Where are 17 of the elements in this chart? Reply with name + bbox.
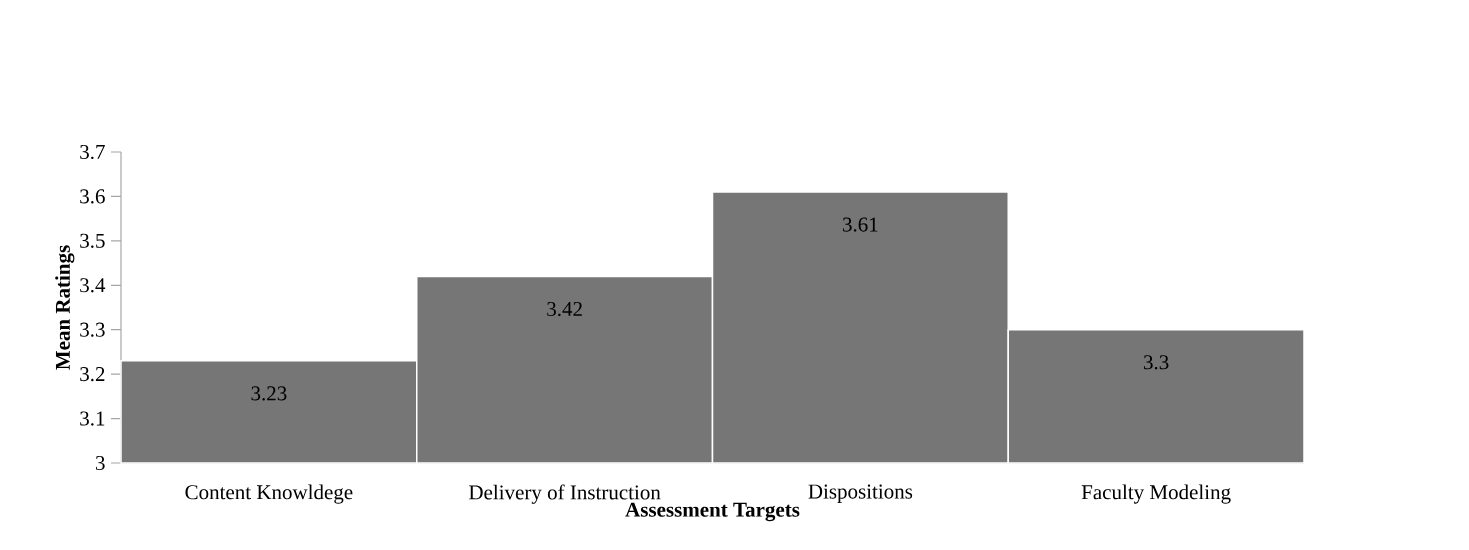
y-tick-label: 3: [95, 455, 105, 471]
y-axis-title: Mean Ratings: [55, 245, 75, 370]
x-tick-label: Content Knowldege: [185, 484, 353, 504]
y-tick-label: 3.7: [80, 144, 105, 160]
y-tick-label: 3.4: [80, 278, 106, 293]
y-tick-label: 3.3: [80, 322, 105, 337]
y-tick-label: 3.5: [80, 233, 105, 248]
data-label: 3.61: [843, 217, 878, 232]
x-tick-label: Dispositions: [808, 484, 913, 503]
x-tick-label: Faculty Modeling: [1081, 484, 1231, 504]
y-tick-label: 3.2: [80, 367, 105, 382]
data-label: 3.23: [251, 386, 287, 401]
y-tick-label: 3.6: [80, 189, 105, 204]
y-tick-label: 3.1: [80, 411, 105, 426]
data-label: 3.42: [547, 301, 582, 317]
data-label: 3.3: [1144, 355, 1169, 370]
x-axis-title: Assessment Targets: [625, 502, 800, 522]
